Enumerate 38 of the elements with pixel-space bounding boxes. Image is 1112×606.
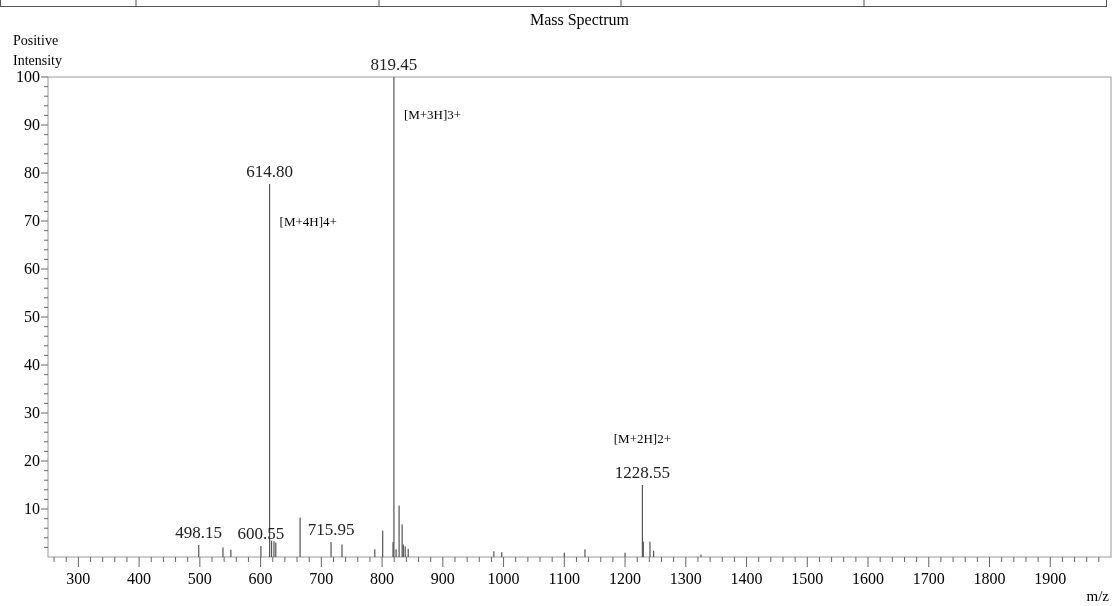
y-tick-label: 70: [24, 212, 40, 229]
annotation: [M+2H]2+: [613, 431, 672, 446]
y-tick-label: 50: [24, 308, 40, 325]
y-tick-label: 60: [24, 260, 40, 277]
y-tick-label: 80: [24, 164, 40, 181]
y-tick-label: 90: [24, 116, 40, 133]
y-tick-label: 40: [24, 356, 40, 373]
x-tick-label: 300: [66, 570, 91, 587]
x-tick-label: 1700: [912, 570, 945, 587]
annotation: [M+4H]4+: [279, 214, 337, 230]
annotation: 614.80: [246, 162, 293, 182]
y-tick-label: 30: [24, 404, 40, 421]
x-tick-label: 1300: [669, 570, 702, 587]
x-tick-label: 700: [309, 570, 334, 587]
y-tick-label: 20: [24, 452, 40, 469]
x-tick-label: 400: [127, 570, 152, 587]
x-tick-label: 1500: [791, 570, 824, 587]
annotation: 819.45: [370, 55, 418, 74]
x-tick-label: 1900: [1034, 570, 1067, 587]
x-tick-label: 1600: [852, 570, 885, 587]
x-tick-label: 600: [248, 570, 273, 587]
x-tick-label: 500: [187, 570, 212, 587]
x-tick-label: 900: [430, 570, 455, 587]
annotation: 498.15: [175, 523, 223, 542]
y-axis-title: Positive Intensity: [13, 33, 62, 68]
x-tick-label: 1000: [487, 570, 520, 587]
annotation: 715.95: [307, 520, 355, 540]
x-tick-label: 1200: [609, 570, 642, 587]
annotation: [M+3H]3+: [403, 107, 462, 122]
y-tick-label: 10: [24, 500, 40, 517]
x-tick-label: 1800: [973, 570, 1006, 587]
chart-title: Mass Spectrum: [529, 11, 630, 29]
x-tick-label: 1100: [548, 570, 581, 587]
x-axis-title: m/z: [1086, 588, 1110, 604]
y-tick-label: 100: [16, 68, 40, 85]
annotation: 1228.55: [614, 463, 671, 482]
x-tick-label: 800: [370, 570, 395, 587]
x-tick-label: 1400: [730, 570, 763, 587]
